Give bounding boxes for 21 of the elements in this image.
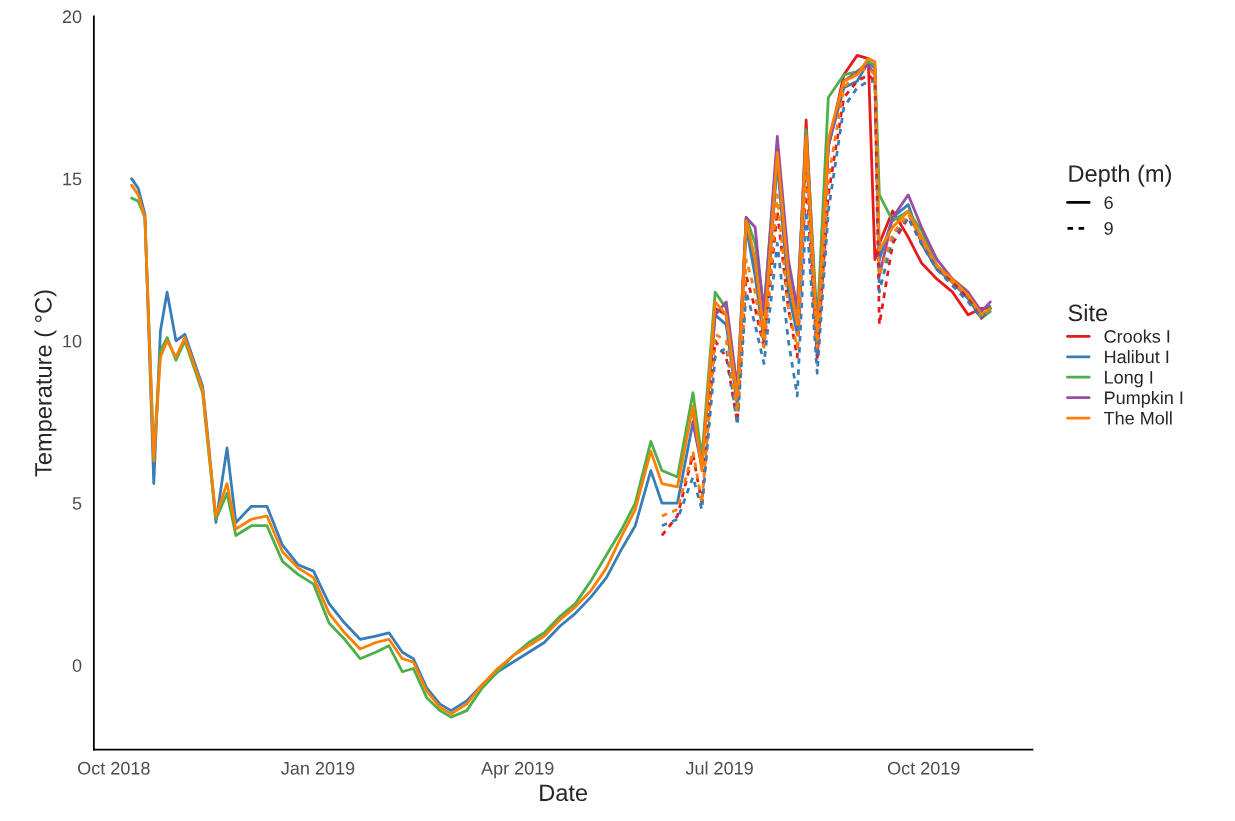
y-axis-title: Temperature ( °C) xyxy=(34,290,57,477)
y-tick-label: 15 xyxy=(63,172,82,186)
text: Depth (m) xyxy=(1069,164,1171,187)
legend-label: Crooks I xyxy=(1104,329,1170,343)
legend-label: The Moll xyxy=(1104,411,1172,425)
legend-label: Halibut I xyxy=(1105,350,1169,364)
x-tick-label: Oct 2019 xyxy=(887,761,960,775)
x-tick-label: Apr 2019 xyxy=(481,761,554,779)
y-tick-label: 5 xyxy=(72,497,82,510)
y-tick-label: 20 xyxy=(62,10,82,24)
x-tick-label: Jan 2019 xyxy=(281,761,355,775)
y-tick-label: 10 xyxy=(63,334,82,348)
legend-label: Long I xyxy=(1105,371,1153,388)
text: 6 xyxy=(1104,196,1113,209)
x-tick-label: Oct 2018 xyxy=(78,761,150,775)
x-tick-label: Jul 2019 xyxy=(685,761,753,775)
text: 9 xyxy=(1104,222,1113,235)
y-tick-label: 0 xyxy=(72,659,82,672)
legend-label: Pumpkin I xyxy=(1105,390,1183,408)
legend-title: Site xyxy=(1068,303,1108,322)
x-axis-title: Date xyxy=(540,784,588,802)
